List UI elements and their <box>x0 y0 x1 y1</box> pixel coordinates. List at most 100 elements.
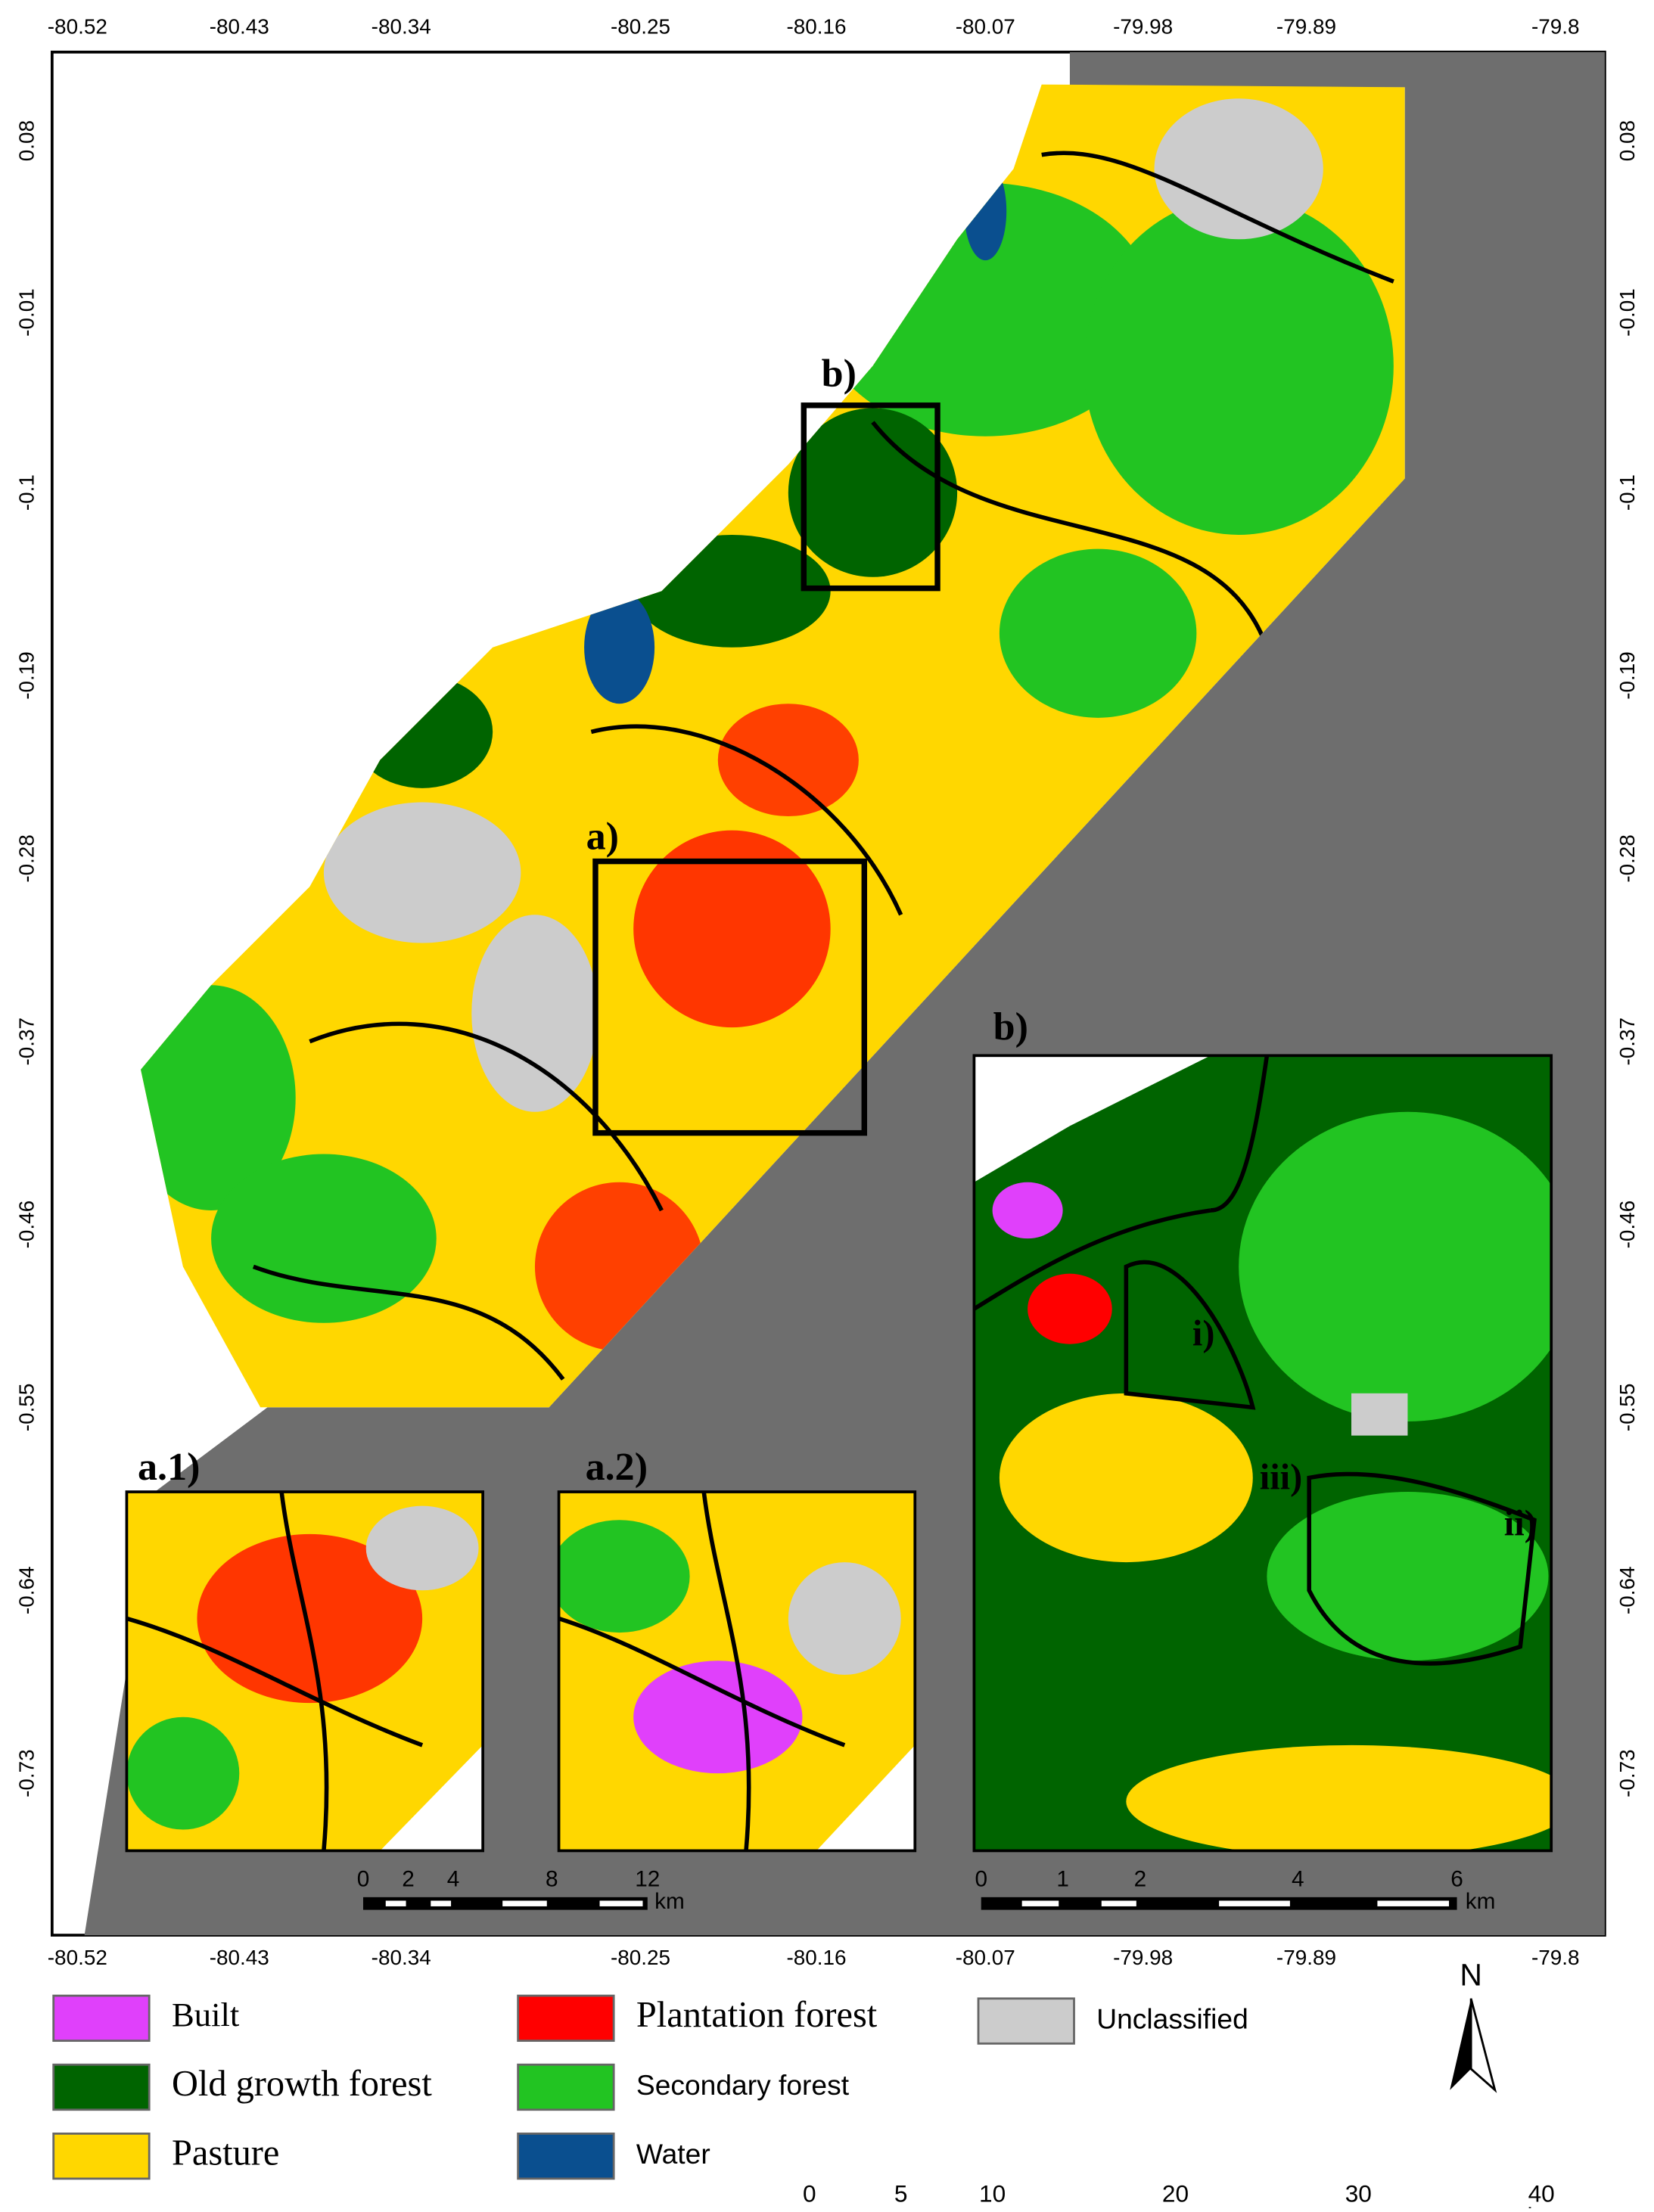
latitude-label: -0.1 <box>15 474 39 511</box>
latitude-label: -0.55 <box>15 1384 39 1432</box>
scale-tick-label: 2 <box>402 1866 415 1891</box>
legend-swatch <box>517 1994 615 2043</box>
panel-label: b) <box>993 1005 1028 1049</box>
north-label: N <box>1460 1958 1482 1993</box>
latitude-label: -0.73 <box>15 1749 39 1797</box>
legend-label: Pasture <box>172 2133 279 2173</box>
latitude-label: -0.37 <box>1615 1017 1639 1066</box>
longitude-label: -80.43 <box>210 1946 269 1969</box>
scale-unit: km <box>1528 2202 1559 2208</box>
scale-tick-label: 1 <box>1056 1866 1069 1891</box>
scale-tick-label: 4 <box>447 1866 460 1891</box>
scale-tick-label: 4 <box>1292 1866 1304 1891</box>
north-arrow <box>1469 1998 1497 2093</box>
legend-swatch <box>517 2063 615 2111</box>
scale-bar-segment <box>431 1900 452 1906</box>
scale-tick-label: 10 <box>979 2180 1006 2207</box>
inset-b <box>974 1055 1552 1851</box>
latitude-label: -0.01 <box>15 288 39 337</box>
scale-tick-label: 0 <box>975 1866 987 1891</box>
longitude-label: -80.16 <box>787 1946 847 1969</box>
inset-a2 <box>558 1492 916 1851</box>
scale-tick-label: 12 <box>635 1866 660 1891</box>
longitude-label: -79.89 <box>1276 15 1336 39</box>
zone-label: i) <box>1192 1313 1215 1353</box>
scale-unit: km <box>654 1889 685 1914</box>
scale-bar-segment <box>502 1900 547 1906</box>
latitude-label: -0.46 <box>15 1201 39 1249</box>
legend-label: Water <box>636 2138 710 2170</box>
north-arrow <box>1450 1998 1472 2090</box>
scale-tick-label: 2 <box>1134 1866 1147 1891</box>
latitude-label: 0.08 <box>1615 120 1639 161</box>
panel-label: a.1) <box>138 1446 200 1489</box>
inset-a2-frame <box>557 1490 917 1853</box>
legend-label: Unclassified <box>1096 2002 1248 2034</box>
latitude-label: -0.64 <box>15 1566 39 1614</box>
scale-tick-label: 40 <box>1528 2180 1555 2207</box>
legend-label: Old growth forest <box>172 2064 432 2104</box>
longitude-label: -79.98 <box>1113 1946 1173 1969</box>
longitude-label: -80.07 <box>956 1946 1015 1969</box>
latitude-label: -0.55 <box>1615 1384 1639 1432</box>
latitude-label: -0.1 <box>1615 474 1639 511</box>
longitude-label: -80.16 <box>787 15 847 39</box>
panel-label: a.2) <box>586 1446 648 1489</box>
inset-b-frame <box>972 1054 1553 1853</box>
scale-unit: km <box>1466 1889 1496 1914</box>
scale-bar-segment <box>599 1900 643 1906</box>
longitude-label: -80.43 <box>210 15 269 39</box>
scale-tick-label: 30 <box>1345 2180 1372 2207</box>
longitude-label: -79.98 <box>1113 15 1173 39</box>
scale-bar-segment <box>1101 1900 1136 1906</box>
latitude-label: -0.19 <box>1615 651 1639 700</box>
scale-bar-segment <box>1219 1900 1290 1906</box>
legend-swatch <box>52 2133 151 2180</box>
scale-tick-label: 0 <box>803 2180 816 2207</box>
latitude-label: -0.01 <box>1615 288 1639 337</box>
legend-swatch <box>977 1997 1075 2045</box>
legend-swatch <box>52 1994 151 2043</box>
inset-a1-frame <box>125 1490 484 1853</box>
latitude-label: -0.73 <box>1615 1749 1639 1797</box>
scale-tick-label: 8 <box>546 1866 558 1891</box>
latitude-label: -0.28 <box>1615 834 1639 883</box>
longitude-label: -80.07 <box>956 15 1015 39</box>
panel-label: b) <box>822 353 857 396</box>
legend-label: Secondary forest <box>636 2069 850 2101</box>
legend-label: Plantation forest <box>636 1995 878 2035</box>
latitude-label: -0.64 <box>1615 1566 1639 1614</box>
inset-a1 <box>126 1492 483 1851</box>
scale-bar-segment <box>1377 1900 1450 1906</box>
scale-tick-label: 20 <box>1162 2180 1189 2207</box>
box-b <box>801 402 940 592</box>
longitude-label: -80.34 <box>372 15 431 39</box>
scale-tick-label: 0 <box>357 1866 370 1891</box>
longitude-label: -80.52 <box>48 15 107 39</box>
latitude-label: -0.28 <box>15 834 39 883</box>
zone-label: ii) <box>1504 1504 1537 1544</box>
latitude-label: -0.37 <box>15 1017 39 1066</box>
box-a <box>592 858 868 1136</box>
longitude-label: -80.25 <box>611 15 670 39</box>
scale-tick-label: 5 <box>894 2180 908 2207</box>
latitude-label: 0.08 <box>15 120 39 161</box>
panel-label: a) <box>586 816 619 859</box>
longitude-label: -79.8 <box>1531 1946 1580 1969</box>
legend-swatch <box>517 2133 615 2180</box>
latitude-label: -0.46 <box>1615 1201 1639 1249</box>
legend-swatch <box>52 2063 151 2111</box>
longitude-label: -80.34 <box>372 1946 431 1969</box>
latitude-label: -0.19 <box>15 651 39 700</box>
scale-bar-segment <box>385 1900 406 1906</box>
longitude-label: -79.8 <box>1531 15 1580 39</box>
longitude-label: -80.25 <box>611 1946 670 1969</box>
zone-label: iii) <box>1260 1457 1302 1497</box>
scale-bar-segment <box>1021 1900 1059 1906</box>
longitude-label: -80.52 <box>48 1946 107 1969</box>
longitude-label: -79.89 <box>1276 1946 1336 1969</box>
scale-tick-label: 6 <box>1450 1866 1463 1891</box>
legend-label: Built <box>172 1996 240 2033</box>
